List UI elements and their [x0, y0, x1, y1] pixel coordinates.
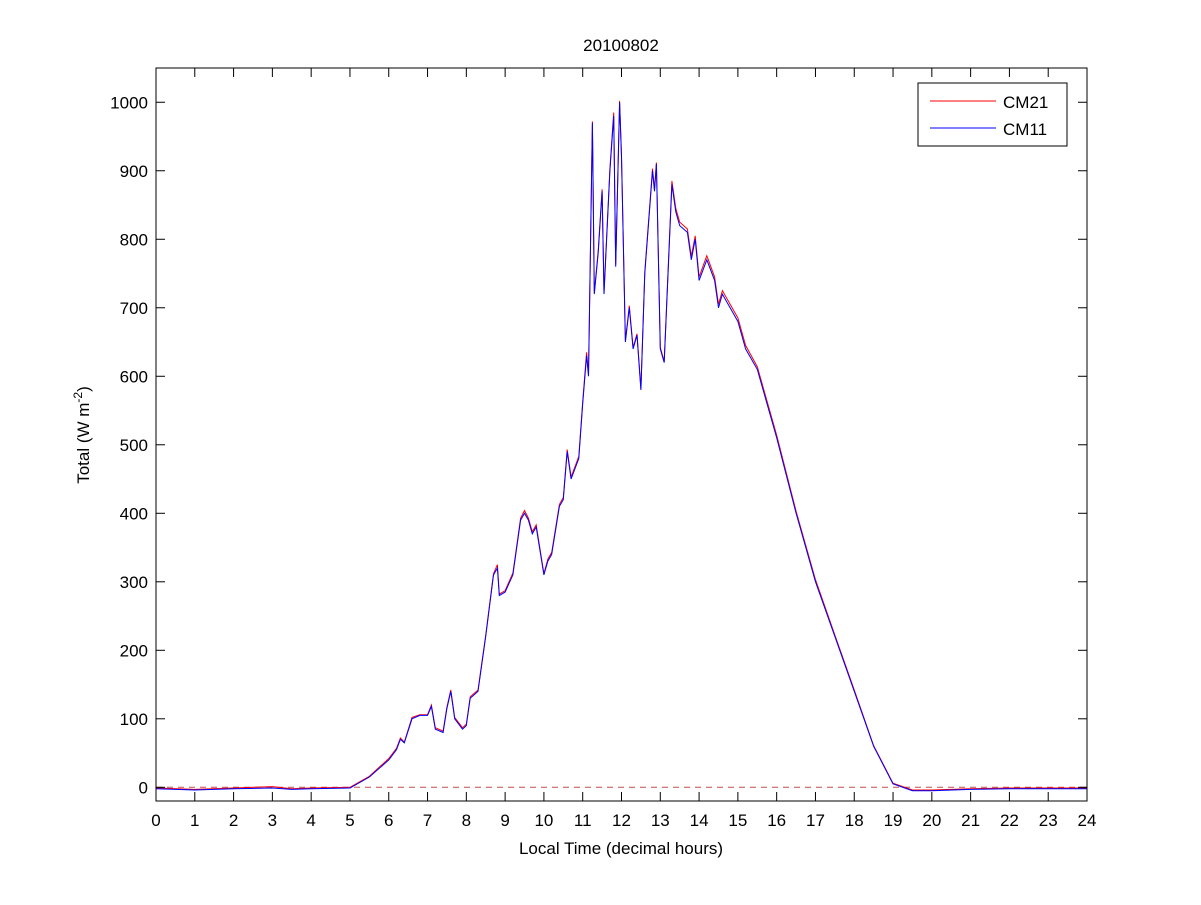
y-tick-label: 800	[120, 230, 148, 249]
y-tick-label: 200	[120, 641, 148, 660]
y-tick-label: 400	[120, 504, 148, 523]
legend-label-cm21: CM21	[1003, 93, 1048, 112]
y-axis: 0 100 200 300 400 500 600 700 800 900 1000	[110, 93, 1087, 797]
x-tick-label: 8	[462, 811, 471, 830]
legend: CM21 CM11	[917, 82, 1068, 147]
y-tick-label: 100	[120, 710, 148, 729]
plot-area	[155, 100, 1087, 792]
legend-label-cm11: CM11	[1003, 120, 1047, 139]
y-tick-label: 300	[120, 573, 148, 592]
series-line-cm11	[155, 102, 1087, 792]
x-tick-label: 1	[190, 811, 199, 830]
y-axis-label-main: Total (W m	[74, 403, 93, 484]
y-axis-label: Total (W m-2)	[71, 386, 93, 484]
y-tick-label: 1000	[110, 93, 148, 112]
x-tick-label: 19	[884, 811, 903, 830]
x-tick-label: 23	[1039, 811, 1058, 830]
x-tick-label: 0	[151, 811, 160, 830]
x-tick-label: 14	[690, 811, 709, 830]
x-tick-label: 16	[767, 811, 786, 830]
y-axis-label-close: )	[74, 386, 93, 392]
y-axis-label-sup: -2	[71, 392, 85, 403]
x-tick-label: 21	[961, 811, 980, 830]
x-tick-label: 11	[574, 811, 592, 830]
y-tick-label: 900	[120, 162, 148, 181]
y-tick-label: 600	[120, 367, 148, 386]
x-tick-label: 5	[345, 811, 354, 830]
x-tick-label: 20	[922, 811, 941, 830]
x-tick-label: 9	[500, 811, 509, 830]
chart-title: 20100802	[583, 36, 659, 55]
x-tick-label: 4	[306, 811, 315, 830]
x-tick-label: 12	[612, 811, 631, 830]
x-tick-label: 6	[384, 811, 393, 830]
y-tick-label: 0	[139, 778, 148, 797]
x-tick-label: 3	[268, 811, 277, 830]
x-tick-label: 22	[1000, 811, 1019, 830]
x-tick-label: 2	[229, 811, 238, 830]
x-tick-label: 7	[423, 811, 432, 830]
x-axis: 0 1 2 3 4 5 6 7 8 9 10 11 12 13 14 15 16 17 18 19 20 21 22 23 24	[151, 68, 1096, 830]
x-tick-label: 18	[845, 811, 864, 830]
x-tick-label: 24	[1078, 811, 1097, 830]
y-tick-label: 700	[120, 299, 148, 318]
x-tick-label: 17	[806, 811, 825, 830]
y-tick-label: 500	[120, 436, 148, 455]
x-tick-label: 15	[728, 811, 747, 830]
x-tick-label: 10	[534, 811, 553, 830]
x-axis-label: Local Time (decimal hours)	[519, 839, 723, 858]
x-tick-label: 13	[651, 811, 670, 830]
legend-box	[917, 82, 1068, 147]
series-line-cm21	[155, 100, 1087, 791]
